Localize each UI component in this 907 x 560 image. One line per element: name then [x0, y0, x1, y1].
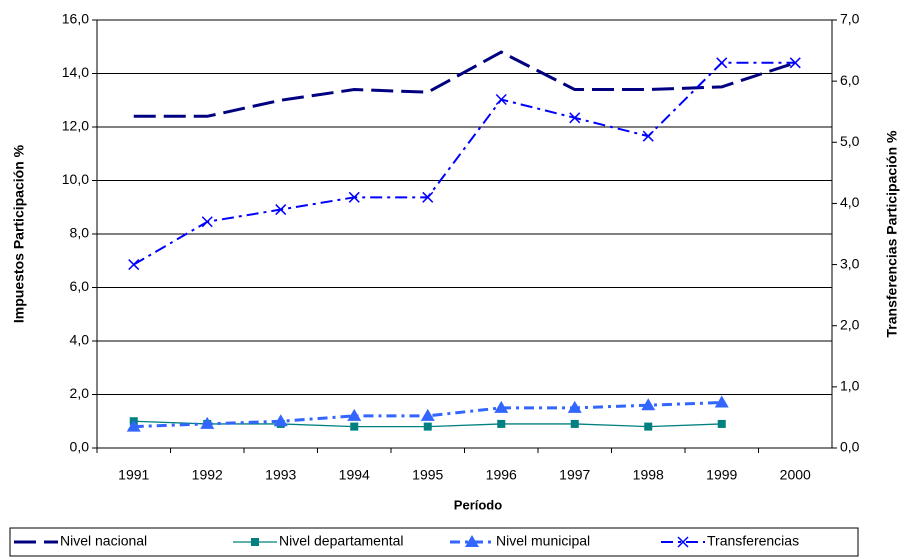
y-tick-label: 12,0	[62, 118, 89, 134]
y-tick-label: 0,0	[70, 439, 90, 455]
y2-tick-label: 4,0	[840, 194, 860, 210]
marker	[350, 422, 359, 431]
marker	[422, 191, 434, 203]
marker	[567, 400, 582, 413]
x-tick-label: 1997	[559, 467, 590, 483]
marker	[716, 57, 728, 69]
x-axis-title: Período	[454, 497, 502, 512]
legend-label: Transferencias	[707, 533, 799, 549]
marker	[200, 416, 215, 429]
y-tick-label: 10,0	[62, 171, 89, 187]
marker	[641, 398, 656, 411]
marker	[348, 191, 360, 203]
x-tick-label: 1991	[118, 467, 149, 483]
legend-label: Nivel departamental	[279, 533, 404, 549]
x-tick-label: 1993	[265, 467, 296, 483]
marker	[717, 419, 726, 428]
marker	[423, 422, 432, 431]
marker	[126, 419, 141, 432]
y-tick-label: 14,0	[62, 64, 89, 80]
y-tick-label: 16,0	[62, 11, 89, 27]
marker	[251, 538, 259, 546]
y2-tick-label: 2,0	[840, 316, 860, 332]
y2-tick-label: 3,0	[840, 255, 860, 271]
legend-box	[9, 527, 859, 557]
x-tick-label: 1992	[192, 467, 223, 483]
marker	[677, 536, 689, 548]
y2-axis-title: Transferencias Participación %	[884, 130, 900, 338]
y-axis-title: Impuestos Participación %	[11, 144, 27, 323]
marker	[494, 400, 509, 413]
series-line	[133, 61, 796, 266]
legend-label: Nivel nacional	[60, 533, 147, 549]
marker	[420, 408, 435, 421]
marker	[497, 419, 506, 428]
y-tick-label: 2,0	[70, 385, 90, 401]
marker	[569, 112, 581, 124]
y2-tick-label: 1,0	[840, 378, 860, 394]
marker	[714, 395, 729, 408]
marker	[642, 130, 654, 142]
x-tick-label: 1996	[486, 467, 517, 483]
series-line	[133, 401, 722, 429]
marker	[644, 422, 653, 431]
x-tick-label: 1998	[633, 467, 664, 483]
marker	[128, 259, 140, 271]
y2-tick-label: 6,0	[840, 72, 860, 88]
series-line	[133, 50, 796, 118]
x-tick-label: 1994	[339, 467, 370, 483]
y-tick-label: 6,0	[70, 278, 90, 294]
y-tick-label: 8,0	[70, 225, 90, 241]
marker	[275, 204, 287, 216]
marker	[201, 216, 213, 228]
x-tick-label: 1999	[706, 467, 737, 483]
marker	[273, 414, 288, 427]
marker	[495, 93, 507, 106]
y2-tick-label: 7,0	[840, 11, 860, 27]
marker	[347, 408, 362, 421]
marker	[789, 57, 801, 69]
marker	[570, 419, 579, 428]
y-tick-label: 4,0	[70, 332, 90, 348]
legend-label: Nivel municipal	[496, 533, 590, 549]
x-tick-label: 1995	[412, 467, 443, 483]
y2-tick-label: 0,0	[840, 439, 860, 455]
x-tick-label: 2000	[780, 467, 811, 483]
y2-tick-label: 5,0	[840, 133, 860, 149]
marker	[465, 535, 479, 547]
